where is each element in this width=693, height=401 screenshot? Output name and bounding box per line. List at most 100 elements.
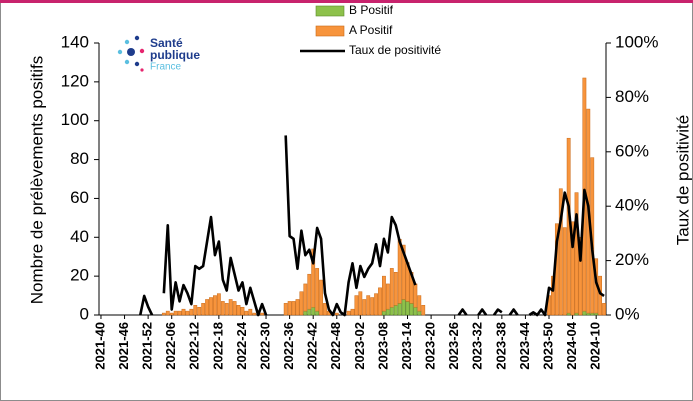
bar	[393, 272, 398, 306]
bar	[413, 283, 418, 308]
bar	[417, 295, 422, 312]
bar	[209, 297, 213, 316]
y-tick-label: 60	[70, 188, 89, 207]
y-tick-label: 100	[61, 110, 89, 129]
x-tick-label: 2023-38	[493, 322, 508, 370]
bar	[303, 283, 308, 312]
bar	[287, 301, 292, 316]
legend: B Positif A Positif Taux de positivité	[300, 3, 441, 57]
bar	[413, 306, 418, 316]
bar	[401, 244, 406, 300]
bar	[582, 310, 587, 316]
y-tick-label: 140	[61, 32, 89, 51]
x-tick-label: 2022-24	[234, 321, 249, 369]
bar	[385, 308, 390, 316]
bar	[421, 305, 426, 316]
bar	[389, 268, 394, 308]
logo: Santé publique France	[117, 35, 200, 73]
bar	[382, 310, 386, 316]
bar	[397, 303, 402, 316]
bar	[220, 301, 225, 316]
x-tick-label: 2023-44	[517, 321, 532, 369]
x-tick-label: 2022-30	[257, 322, 272, 370]
bar	[401, 299, 406, 316]
x-tick-label: 2023-20	[423, 322, 438, 370]
bar	[389, 306, 394, 316]
y-axis-title: Nombre de prélèvements positifs	[27, 56, 46, 305]
x-tick-label: 2022-12	[187, 322, 202, 370]
bar	[323, 303, 327, 316]
bar	[370, 297, 375, 316]
bar	[232, 301, 237, 316]
logo-text: publique	[150, 48, 200, 62]
line	[138, 135, 605, 317]
bar	[393, 305, 398, 316]
bar	[240, 306, 245, 316]
x-tick-label: 2023-14	[399, 321, 414, 369]
bar	[185, 310, 190, 316]
x-tick-label: 2022-06	[163, 322, 178, 370]
bar	[248, 308, 253, 316]
bar	[409, 303, 414, 316]
bar	[260, 312, 265, 316]
bar	[213, 295, 217, 316]
bar	[303, 310, 308, 316]
bar	[374, 293, 378, 316]
bar	[193, 305, 198, 316]
bar	[181, 308, 186, 316]
y-tick-label: 120	[61, 71, 89, 90]
bar	[382, 275, 386, 312]
y2-tick-label: 20%	[615, 250, 649, 269]
x-tick-label: 2023-32	[470, 322, 485, 370]
bar	[558, 188, 563, 316]
y-tick-label: 40	[70, 227, 89, 246]
bar	[315, 310, 320, 316]
bar	[165, 310, 170, 316]
bar	[562, 227, 567, 316]
y2-tick-label: 40%	[615, 196, 649, 215]
bar	[252, 312, 257, 316]
bar	[358, 291, 363, 316]
bar	[173, 310, 178, 316]
bar	[224, 303, 229, 316]
y2-tick-label: 0%	[615, 304, 640, 323]
legend-label: B Positif	[349, 3, 394, 17]
bar	[311, 306, 316, 316]
legend-label: A Positif	[349, 23, 393, 37]
bar	[346, 310, 351, 316]
bar	[283, 303, 288, 316]
x-tick-label: 2021-46	[116, 322, 131, 370]
bar	[354, 295, 359, 316]
y-tick-label: 80	[70, 149, 89, 168]
top-band	[0, 0, 693, 3]
y2-tick-label: 100%	[615, 32, 658, 51]
bar	[307, 308, 312, 316]
y-tick-label: 0	[80, 304, 89, 323]
x-tick-label: 2022-48	[328, 322, 343, 370]
logo-text: Santé	[150, 36, 183, 50]
bar	[315, 268, 320, 312]
bar	[291, 301, 296, 316]
bar	[189, 308, 194, 316]
bar	[244, 310, 249, 316]
bar	[311, 248, 316, 308]
bar	[161, 312, 166, 316]
x-tick-label: 2024-04	[564, 321, 579, 369]
bar	[378, 287, 382, 316]
bar	[197, 306, 202, 316]
bar	[570, 221, 575, 316]
bar	[586, 312, 591, 316]
x-tick-label: 2022-36	[281, 322, 296, 370]
x-tick-label: 2021-40	[92, 322, 107, 370]
y2-axis-title: Taux de positivité	[673, 115, 692, 245]
bar	[417, 310, 422, 316]
bar	[590, 312, 595, 316]
logo-text: France	[150, 62, 182, 73]
y-tick-label: 20	[70, 266, 89, 285]
x-tick-label: 2022-18	[210, 322, 225, 370]
legend-swatch	[315, 5, 345, 17]
bar	[362, 299, 367, 316]
legend-swatch	[315, 25, 345, 37]
x-tick-label: 2023-26	[446, 322, 461, 370]
